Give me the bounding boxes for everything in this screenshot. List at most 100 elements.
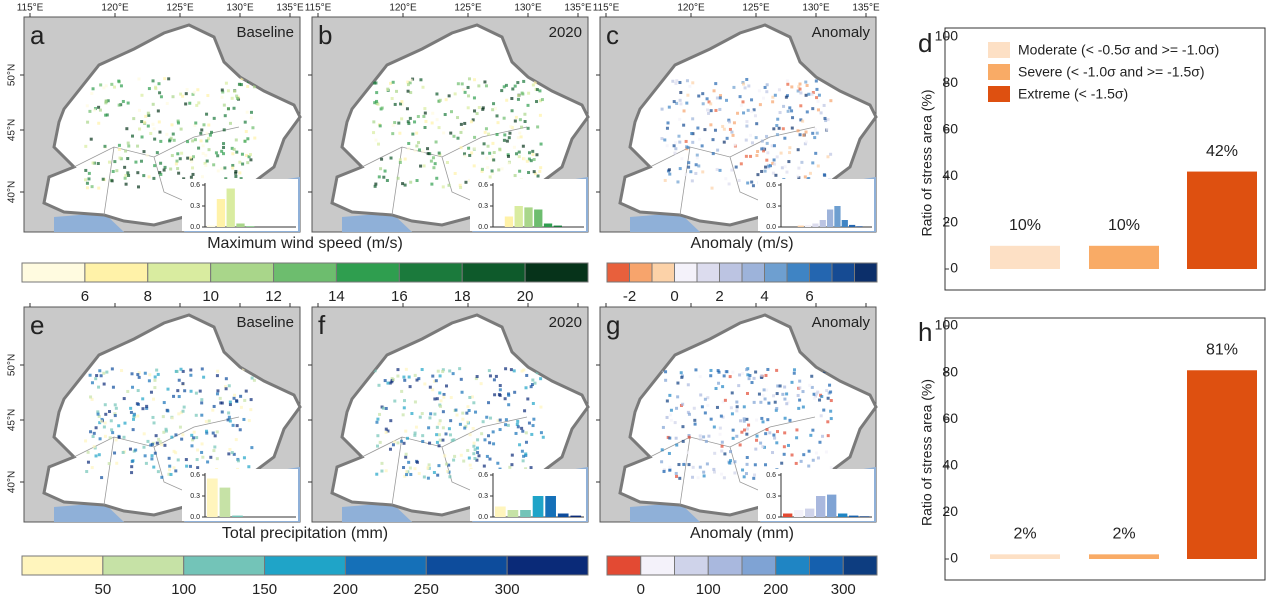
data-pixel [390, 97, 394, 101]
data-pixel [151, 79, 155, 83]
data-pixel [408, 466, 412, 470]
data-pixel [686, 383, 690, 387]
data-pixel [719, 414, 723, 418]
data-pixel [692, 406, 696, 410]
data-pixel [668, 393, 672, 397]
data-pixel [158, 130, 162, 134]
data-pixel [406, 83, 410, 87]
data-pixel [243, 139, 247, 143]
data-pixel [136, 402, 140, 406]
data-pixel [530, 383, 534, 387]
data-pixel [437, 433, 441, 437]
data-pixel [130, 465, 134, 469]
data-pixel [538, 99, 542, 103]
data-pixel [672, 144, 676, 148]
data-pixel [240, 152, 244, 156]
data-pixel [825, 388, 829, 392]
data-pixel [753, 463, 757, 467]
data-pixel [664, 370, 668, 374]
data-pixel [526, 397, 530, 401]
colorbar-tick-label: 4 [760, 288, 768, 305]
data-pixel [216, 389, 220, 393]
data-pixel [92, 108, 96, 112]
data-pixel [695, 156, 699, 160]
data-pixel [820, 395, 824, 399]
data-pixel [775, 406, 779, 410]
data-pixel [787, 160, 791, 164]
data-pixel [117, 435, 121, 439]
data-pixel [197, 101, 201, 105]
data-pixel [826, 420, 830, 424]
data-pixel [452, 134, 456, 138]
colorbar-box [606, 262, 630, 283]
data-pixel [741, 468, 745, 472]
data-pixel [509, 125, 513, 129]
data-pixel [181, 369, 185, 373]
data-pixel [242, 456, 246, 460]
data-pixel [676, 180, 680, 184]
data-pixel [215, 392, 219, 396]
data-pixel [781, 392, 785, 396]
data-pixel [745, 417, 749, 421]
data-pixel [497, 168, 501, 172]
data-pixel [419, 164, 423, 168]
data-pixel [223, 166, 227, 170]
data-pixel [152, 421, 156, 425]
data-pixel [220, 95, 224, 99]
data-pixel [382, 175, 386, 179]
data-pixel [104, 412, 108, 416]
data-pixel [228, 403, 232, 407]
data-pixel [763, 169, 767, 173]
data-pixel [742, 111, 746, 115]
data-pixel [216, 169, 220, 173]
data-pixel [130, 471, 134, 475]
data-pixel [811, 428, 815, 432]
data-pixel [695, 153, 699, 157]
data-pixel [106, 99, 110, 103]
data-pixel [513, 390, 517, 394]
lat-label: 40°N [7, 181, 18, 203]
data-pixel [149, 131, 153, 135]
data-pixel [496, 419, 500, 423]
data-pixel [802, 133, 806, 137]
data-pixel [227, 384, 231, 388]
data-pixel [809, 433, 813, 437]
data-pixel [671, 79, 675, 83]
inset-bar [849, 515, 859, 517]
data-pixel [783, 385, 787, 389]
data-pixel [427, 426, 431, 430]
data-pixel [103, 434, 107, 438]
data-pixel [494, 374, 498, 378]
data-pixel [464, 424, 468, 428]
data-pixel [506, 153, 510, 157]
data-pixel [200, 175, 204, 179]
data-pixel [396, 368, 400, 372]
data-pixel [154, 85, 158, 89]
data-pixel [773, 93, 777, 97]
data-pixel [520, 369, 524, 373]
data-pixel [799, 118, 803, 122]
data-pixel [239, 394, 243, 398]
data-pixel [722, 476, 726, 480]
data-pixel [240, 77, 244, 81]
data-pixel [738, 443, 742, 447]
data-pixel [245, 153, 249, 157]
data-pixel [517, 94, 521, 98]
data-pixel [436, 369, 440, 373]
data-pixel [174, 451, 178, 455]
data-pixel [459, 130, 463, 134]
data-pixel [402, 375, 406, 379]
data-pixel [228, 121, 232, 125]
data-pixel [538, 113, 542, 117]
data-pixel [538, 89, 542, 93]
data-pixel [453, 454, 457, 458]
data-pixel [194, 121, 198, 125]
data-pixel [431, 388, 435, 392]
data-pixel [389, 419, 393, 423]
data-pixel [375, 472, 379, 476]
data-pixel [176, 458, 180, 462]
bar [1089, 245, 1159, 269]
data-pixel [495, 133, 499, 137]
data-pixel [767, 166, 771, 170]
data-pixel [137, 375, 141, 379]
